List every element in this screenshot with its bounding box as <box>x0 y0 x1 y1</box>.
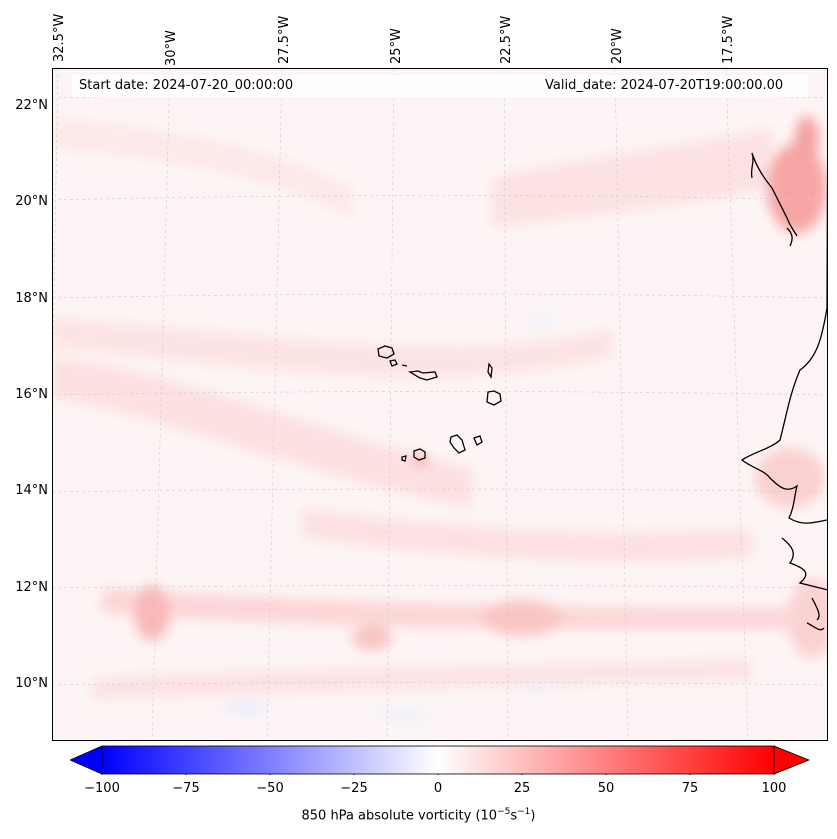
colorbar-label-text: 850 hPa absolute vorticity (10 <box>301 808 498 824</box>
colorbar-tick-label: 0 <box>433 781 443 796</box>
lon-label-32-5w: 32.5°W <box>52 13 67 62</box>
colorbar-label: 850 hPa absolute vorticity (10−5s−1) <box>0 807 837 823</box>
lon-label-27-5w: 27.5°W <box>277 15 292 64</box>
vorticity-map <box>52 68 828 741</box>
colorbar-tick-label: 25 <box>513 781 531 796</box>
lon-label-25w: 25°W <box>389 28 404 64</box>
colorbar-tick-label: 100 <box>761 781 787 796</box>
coastline <box>740 68 828 631</box>
gridlines <box>52 68 828 741</box>
colorbar-tick-label: −25 <box>340 781 368 796</box>
colorbar-low-extend <box>70 745 103 775</box>
colorbar-label-unit: s <box>510 808 518 824</box>
lat-label-14n: 14°N <box>15 483 48 498</box>
lat-label-20n: 20°N <box>15 194 48 209</box>
lon-label-30w: 30°W <box>164 30 179 66</box>
cape-verde-islands <box>377 345 502 462</box>
map-frame <box>52 68 828 741</box>
lon-label-22-5w: 22.5°W <box>499 15 514 64</box>
date-info-box <box>72 75 808 97</box>
colorbar-tick-label: −50 <box>256 781 284 796</box>
colorbar-gradient <box>101 745 775 775</box>
colorbar-label-exponent: −1 <box>517 807 531 817</box>
colorbar-tick-label: −100 <box>84 781 120 796</box>
lat-label-10n: 10°N <box>15 676 48 691</box>
valid-date-label: Valid_date: 2024-07-20T19:00:00.00 <box>545 78 784 93</box>
lon-label-20w: 20°W <box>610 28 625 64</box>
colorbar <box>70 745 810 775</box>
colorbar-tick-label: −75 <box>172 781 200 796</box>
colorbar-tick-label: 75 <box>681 781 699 796</box>
colorbar-label-close: ) <box>530 808 536 824</box>
vorticity-field <box>52 116 828 721</box>
lat-label-22n: 22°N <box>15 98 48 113</box>
lat-label-12n: 12°N <box>15 580 48 595</box>
lat-label-18n: 18°N <box>15 291 48 306</box>
colorbar-tick-label: 50 <box>597 781 615 796</box>
colorbar-high-extend <box>773 745 810 775</box>
colorbar-label-exponent: −5 <box>497 807 511 817</box>
lat-label-16n: 16°N <box>15 387 48 402</box>
lon-label-17-5w: 17.5°W <box>721 15 736 64</box>
start-date-label: Start date: 2024-07-20_00:00:00 <box>79 78 294 93</box>
colorbar-tick-marks <box>101 774 775 775</box>
